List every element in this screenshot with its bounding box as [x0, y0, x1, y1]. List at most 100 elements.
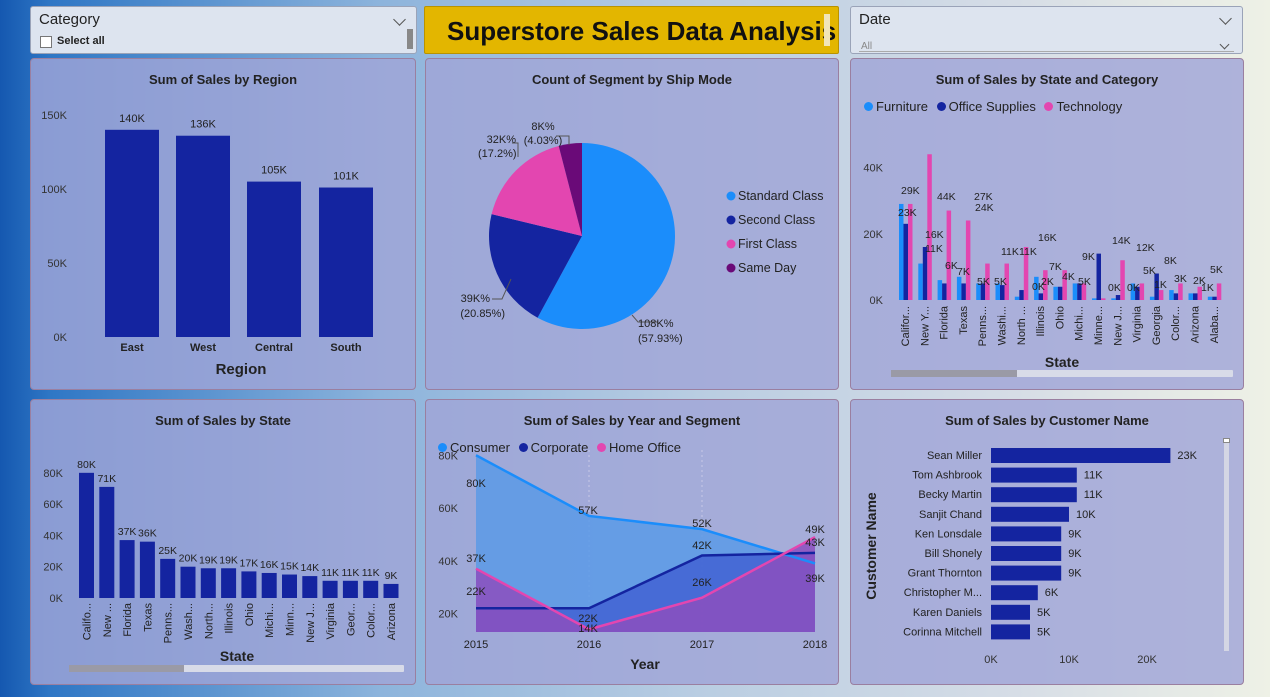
scrollbar-thumb[interactable]	[891, 370, 1017, 377]
legend-item[interactable]: Office Supplies	[936, 99, 1036, 114]
data-label: 4K	[1062, 271, 1075, 283]
bar	[1101, 298, 1106, 300]
x-tick-label: 20K	[1137, 654, 1157, 666]
leader-line	[556, 135, 570, 145]
data-label: 101K	[333, 171, 359, 183]
panel-sales-by-region: Sum of Sales by Region 0K 50K 100K 150K 140K…	[30, 58, 416, 390]
x-tick-label: Minne...	[1093, 306, 1105, 345]
data-label: 24K	[975, 202, 994, 214]
horizontal-scrollbar[interactable]	[891, 370, 1233, 377]
x-axis-title: Year	[630, 656, 660, 672]
bar	[1193, 293, 1198, 300]
bar	[1149, 296, 1155, 300]
legend-item[interactable]: Consumer	[438, 440, 510, 455]
data-label: 37K	[466, 553, 486, 565]
data-label: 22K	[578, 613, 598, 625]
x-tick-label: Califo...	[82, 603, 94, 640]
data-label: 6K	[945, 260, 958, 272]
chevron-down-icon[interactable]	[1219, 39, 1230, 50]
bar	[927, 154, 932, 300]
y-tick-label: Sean Miller	[927, 450, 982, 462]
x-tick-label: Illinois	[1035, 306, 1047, 337]
x-tick-label: Alaba...	[1209, 306, 1221, 343]
bar	[991, 624, 1030, 640]
data-label: 25K	[158, 545, 177, 557]
bar	[1019, 290, 1024, 300]
chevron-down-icon[interactable]	[1219, 12, 1232, 25]
data-label: 10K	[1076, 509, 1096, 521]
scrollbar-thumb[interactable]	[1223, 438, 1230, 443]
data-label: 9K	[1068, 548, 1082, 560]
leader-line	[492, 278, 512, 300]
bar	[980, 283, 986, 300]
y-tick-label: 0K	[54, 332, 68, 344]
data-label: 5K	[1037, 607, 1051, 619]
select-all-checkbox[interactable]	[40, 36, 52, 48]
bar	[965, 220, 971, 300]
panel-sales-by-customer: Sum of Sales by Customer Name Sean Mille…	[850, 399, 1244, 685]
data-label: 26K	[692, 577, 712, 589]
horizontal-scrollbar[interactable]	[69, 665, 404, 672]
date-slicer[interactable]: Date All	[850, 6, 1243, 54]
series-line	[475, 535, 816, 631]
bar	[1014, 296, 1020, 300]
date-dropdown-value[interactable]: All	[861, 41, 873, 52]
bar	[1139, 283, 1145, 300]
y-tick-label: 60K	[43, 499, 63, 511]
y-tick-label: Corinna Mitchell	[903, 626, 982, 638]
x-tick-label: Illinois	[224, 603, 236, 634]
x-tick-label: Arizona	[386, 602, 398, 640]
data-label: 11K	[1001, 246, 1019, 258]
bar	[1120, 260, 1125, 300]
data-label: 12K	[1136, 242, 1155, 254]
scrollbar-thumb[interactable]	[69, 665, 184, 672]
category-slicer[interactable]: Category Select all	[30, 6, 417, 54]
vertical-scrollbar[interactable]	[1223, 438, 1230, 651]
legend-item[interactable]: Home Office	[597, 440, 681, 455]
bar	[176, 135, 230, 337]
x-tick-label: Michi...	[1074, 306, 1086, 341]
x-tick-label: New Y...	[919, 306, 931, 346]
data-label: 1K	[1201, 282, 1214, 294]
y-tick-label: 150K	[41, 110, 67, 122]
bar	[1062, 270, 1067, 300]
legend-dot-icon	[864, 102, 873, 111]
legend-dot-icon	[726, 191, 736, 201]
bar	[1169, 290, 1174, 300]
legend-item[interactable]: Furniture	[864, 99, 928, 114]
legend-dot-icon	[936, 102, 946, 111]
data-label: (20.85%)	[460, 308, 505, 320]
data-label: 5K	[1037, 626, 1051, 638]
bar	[1135, 286, 1140, 300]
data-label: 1K	[1154, 279, 1167, 291]
x-tick-label: West	[190, 342, 216, 354]
legend-item[interactable]: Corporate	[518, 440, 588, 455]
legend-label: Standard Class	[738, 189, 823, 203]
chevron-down-icon[interactable]	[393, 13, 406, 26]
bar	[1023, 247, 1029, 300]
bar	[383, 583, 399, 598]
bar	[991, 546, 1062, 561]
pie-slice	[537, 143, 675, 329]
legend-item[interactable]: Technology	[1044, 99, 1122, 114]
legend-label: Office Supplies	[948, 99, 1036, 114]
data-label: 39K	[805, 573, 825, 585]
panel-sales-by-state-category: Sum of Sales by State and Category Furni…	[850, 58, 1244, 390]
bar	[200, 568, 216, 598]
bar	[942, 283, 947, 300]
bar	[991, 565, 1062, 581]
data-label: 136K	[190, 119, 216, 131]
bar	[1188, 293, 1193, 300]
data-label: 22K	[466, 586, 486, 598]
legend-label: Second Class	[738, 213, 815, 227]
legend-dot-icon	[597, 443, 607, 452]
y-tick-label: Bill Shonely	[925, 548, 983, 560]
x-tick-label: East	[120, 342, 144, 354]
slicer-scrollbar[interactable]	[407, 29, 413, 49]
bar	[1154, 273, 1159, 300]
bar	[918, 263, 923, 300]
state-bar-chart: 0K 20K 40K 60K 80K 80K Califo... 71K New ... 37K F…	[43, 459, 399, 664]
legend-label: Same Day	[738, 261, 797, 275]
bar	[991, 526, 1062, 542]
report-title: Superstore Sales Data Analysis	[447, 16, 837, 46]
